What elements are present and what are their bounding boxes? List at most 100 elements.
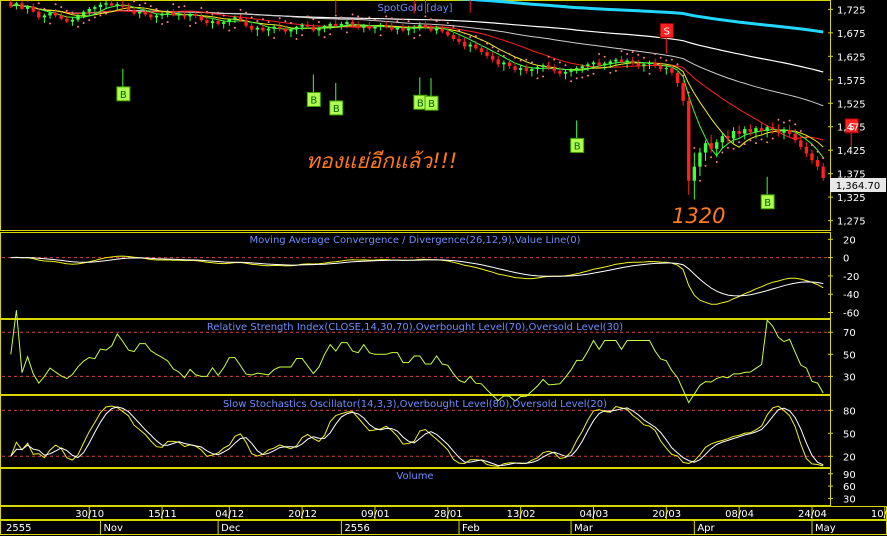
price-tick-label: 1,675 (837, 29, 866, 40)
sar-dot (357, 15, 360, 18)
candle-body (748, 129, 753, 132)
candle-body (194, 14, 198, 16)
sar-dot (637, 53, 640, 56)
candle-body (70, 19, 75, 22)
macd-tick-label: -60 (843, 309, 859, 320)
candle-body (250, 25, 254, 30)
candle-body (485, 52, 489, 56)
sar-dot (542, 75, 545, 78)
candle-body (412, 26, 416, 29)
stoch-tick-label: 50 (843, 429, 856, 440)
price-tick-label: 1,475 (837, 123, 866, 134)
candle-body (384, 24, 388, 27)
sar-dot (77, 25, 80, 28)
candle-body (244, 20, 248, 26)
sar-dot (295, 37, 298, 40)
sar-dot (222, 14, 225, 17)
sar-dot (435, 20, 438, 23)
candle-body (429, 27, 433, 31)
sar-dot (82, 22, 85, 24)
sar-dot (626, 52, 629, 55)
sar-dot (54, 3, 57, 6)
stoch-grid (2, 409, 829, 457)
parabolic-sar-dots (26, 0, 825, 182)
price-tick-label: 1,275 (837, 217, 866, 228)
macd-axis: 20 0 -20 -40 -60 (828, 235, 859, 320)
sar-dot (799, 129, 802, 132)
candle-body (726, 136, 730, 139)
sar-dot (721, 151, 724, 154)
stoch-axis: 80 50 20 (828, 406, 856, 463)
sar-dot (822, 157, 825, 160)
sar-dot (642, 56, 645, 59)
candle-body (378, 24, 383, 27)
candle-body (98, 4, 103, 8)
candle-body (687, 100, 691, 181)
candle-body (406, 28, 411, 31)
price-tick-label: 1,325 (837, 193, 866, 204)
sar-dot (547, 55, 550, 58)
candle-body (104, 3, 108, 5)
sar-dot (306, 15, 309, 18)
candle-body (804, 146, 809, 154)
sar-dot (284, 20, 287, 23)
candle-body (255, 27, 260, 30)
sar-dot (278, 17, 281, 20)
candle-body (434, 28, 439, 31)
macd-panel-title: Moving Average Convergence / Divergence(… (250, 235, 581, 246)
moving-average-lines (10, 0, 824, 158)
sar-dot (469, 36, 472, 39)
date-label: 08/04 (725, 509, 754, 520)
candle-body (614, 59, 618, 62)
sar-dot (267, 21, 270, 24)
buy-signal-box (306, 91, 321, 107)
candle-body (76, 15, 80, 20)
candle-body (709, 143, 713, 149)
candle-body (692, 166, 697, 181)
sar-dot (37, 2, 40, 5)
sar-dot (351, 13, 354, 16)
sar-dot (183, 5, 186, 8)
candle-body (821, 166, 825, 178)
sar-dot (586, 74, 589, 77)
sar-dot (362, 18, 365, 21)
sar-dot (508, 52, 511, 55)
macd-tick-label: 20 (843, 235, 856, 246)
candle-body (373, 26, 377, 29)
sar-dot (345, 31, 348, 34)
date-label: 13/02 (507, 509, 536, 520)
panel-border (0, 319, 831, 395)
sar-dot (710, 156, 713, 159)
candle-body (681, 83, 685, 101)
candle-body (703, 143, 708, 153)
candle-body (210, 21, 215, 23)
sar-dot (256, 20, 259, 23)
candle-body (440, 28, 444, 32)
candle-body (227, 19, 231, 23)
candle-body (546, 65, 551, 69)
candle-body (137, 11, 142, 14)
sar-dot (665, 59, 668, 62)
candle-body (799, 140, 803, 147)
price-axis: 1,725 1,675 1,625 1,575 1,525 1,475 1,425 1,375… (828, 5, 866, 228)
sar-dot (726, 146, 729, 149)
date-label: 09/01 (361, 509, 390, 520)
candle-body (345, 22, 349, 24)
price-tick-label: 1,525 (837, 99, 866, 110)
rsi-line (10, 310, 824, 404)
sar-dot (211, 13, 214, 16)
candle-body (160, 13, 164, 16)
candle-body (625, 60, 629, 63)
sar-dot (194, 22, 197, 24)
rsi-grid (2, 331, 829, 377)
sell-signal-label: S (664, 27, 670, 38)
sar-dot (289, 22, 292, 24)
sar-dot (245, 11, 248, 14)
date-axis: 30/10 15/11 04/12 20/12 09/01 28/01 13/02 04/03… (6, 506, 887, 535)
sar-dot (177, 6, 180, 9)
ma-long-line (10, 4, 824, 73)
candle-body (328, 23, 332, 26)
candle-body (608, 61, 612, 64)
candle-body (390, 26, 394, 30)
candle-body (647, 62, 652, 65)
